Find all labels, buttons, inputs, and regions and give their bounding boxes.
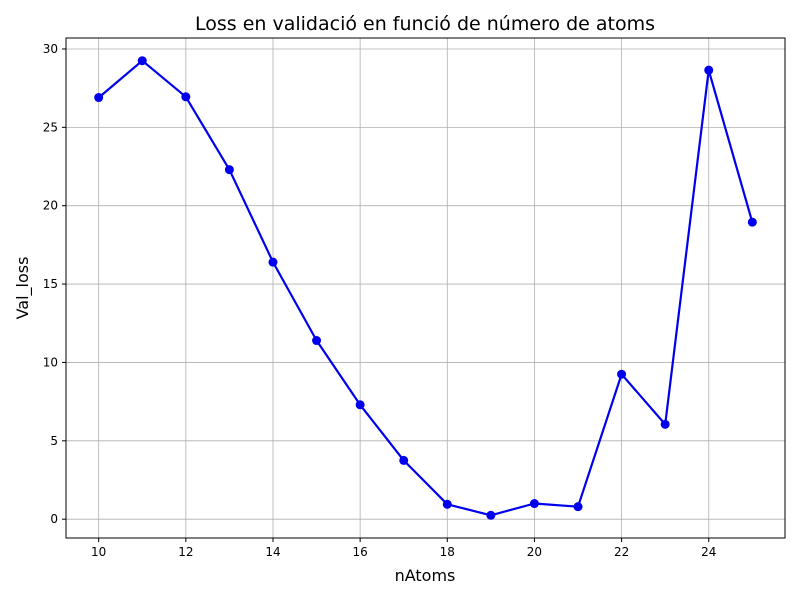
data-point (486, 510, 496, 520)
data-point (94, 93, 104, 103)
data-point (312, 336, 322, 346)
data-point (747, 217, 757, 227)
grid (66, 38, 785, 538)
data-point (573, 502, 583, 512)
series-line (97, 59, 754, 517)
x-tick-label: 20 (527, 545, 542, 559)
data-point (268, 257, 278, 267)
data-point (660, 419, 670, 429)
x-tick-label: 22 (614, 545, 629, 559)
data-point (355, 400, 365, 410)
y-tick-label: 25 (43, 120, 58, 134)
x-tick-label: 18 (440, 545, 455, 559)
data-point (137, 56, 147, 66)
x-axis-label: nAtoms (395, 566, 456, 585)
chart-title: Loss en validació en funció de número de… (195, 13, 655, 35)
y-tick-label: 0 (50, 512, 58, 526)
data-point (442, 499, 452, 509)
y-axis-label: Val_loss (13, 257, 33, 320)
x-tick-label: 12 (178, 545, 193, 559)
data-point (617, 369, 627, 379)
series-layer (94, 56, 757, 520)
ticks: 10 12 14 16 18 20 22 24 0 5 10 15 20 25 30 (43, 42, 717, 559)
y-tick-label: 30 (43, 42, 58, 56)
y-tick-label: 20 (43, 199, 58, 213)
y-tick-label: 15 (43, 277, 58, 291)
x-tick-label: 14 (265, 545, 280, 559)
data-point (224, 165, 234, 175)
data-point (181, 92, 191, 102)
y-tick-label: 5 (50, 434, 58, 448)
x-tick-label: 24 (701, 545, 716, 559)
plot-frame (65, 37, 786, 539)
data-point (399, 455, 409, 465)
data-point (704, 65, 714, 75)
data-point (529, 499, 539, 509)
y-tick-label: 10 (43, 355, 58, 369)
x-tick-label: 16 (352, 545, 367, 559)
x-tick-label: 10 (91, 545, 106, 559)
